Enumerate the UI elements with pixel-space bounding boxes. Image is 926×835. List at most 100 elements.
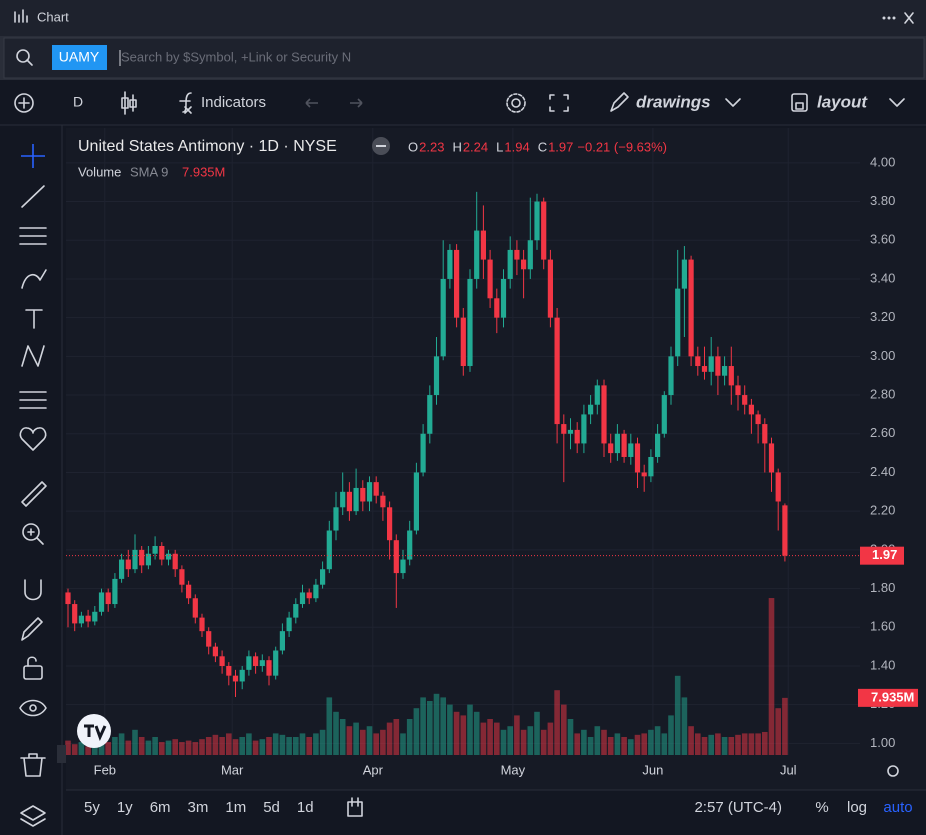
volume-bar	[252, 740, 259, 755]
volume-bar	[71, 744, 78, 755]
candle-body	[85, 615, 91, 622]
candle-body	[407, 530, 413, 560]
range-button[interactable]: 5y	[84, 799, 100, 816]
candle-body	[125, 559, 131, 570]
candle-body	[192, 598, 198, 618]
candle-body	[253, 656, 259, 666]
zoom-tool[interactable]	[22, 523, 40, 541]
volume-bar	[708, 734, 714, 755]
candle-body	[232, 675, 239, 682]
indicators-button[interactable]: Indicators	[201, 94, 266, 111]
layout-button[interactable]: layout	[817, 92, 868, 111]
settings-button[interactable]	[511, 98, 521, 108]
date-range-button[interactable]	[347, 797, 363, 817]
search-icon-handle	[26, 59, 33, 66]
volume-bar	[567, 719, 574, 755]
volume-bar	[701, 737, 708, 755]
candle-body	[621, 433, 627, 457]
range-button[interactable]: 1y	[117, 799, 133, 816]
candle-body	[648, 456, 654, 477]
percent-button[interactable]: %	[815, 799, 828, 816]
candle-body	[313, 584, 319, 599]
ohlc-value: 2.23	[419, 139, 444, 154]
ruler-tool[interactable]	[21, 481, 47, 507]
favorites-tool[interactable]	[19, 427, 47, 451]
add-button[interactable]	[14, 93, 34, 113]
range-button[interactable]: 3m	[188, 799, 209, 816]
brush-tool[interactable]	[21, 269, 47, 289]
candle-body	[98, 592, 105, 612]
volume-bar	[393, 719, 400, 755]
volume-bar	[165, 740, 172, 755]
collapse-handle[interactable]	[57, 745, 66, 763]
volume-title: Volume	[78, 164, 121, 179]
candle-body	[695, 356, 701, 367]
candle-body	[105, 592, 111, 605]
prediction-tool[interactable]	[19, 391, 47, 409]
range-button[interactable]: 1d	[297, 799, 314, 816]
close-button[interactable]	[904, 12, 914, 24]
drawings-icon	[610, 92, 629, 112]
candle-icon[interactable]	[124, 91, 134, 115]
redo-button[interactable]	[350, 98, 363, 108]
range-button[interactable]: 6m	[150, 799, 171, 816]
undo-button[interactable]	[305, 98, 318, 108]
volume-bar	[527, 726, 534, 755]
last-price-tag	[860, 546, 904, 565]
volume-bar	[199, 739, 205, 755]
search-field[interactable]	[3, 37, 925, 79]
candle-body	[387, 507, 393, 541]
candle-body	[641, 472, 647, 477]
line-tool[interactable]	[21, 185, 45, 208]
candle-body	[574, 429, 580, 444]
volume-bar	[480, 722, 487, 755]
volume-bar	[581, 729, 587, 755]
fx-icon	[179, 92, 192, 114]
drawings-button[interactable]: drawings	[636, 92, 711, 111]
volume-bar	[487, 719, 493, 755]
candle-body	[567, 429, 574, 434]
volume-bar	[239, 737, 245, 755]
candle-body	[279, 631, 285, 651]
lock-draw-tool[interactable]	[21, 617, 43, 641]
y-tick-label: 3.80	[870, 193, 895, 208]
volume-bar	[212, 734, 219, 755]
candle-body	[159, 546, 165, 560]
auto-button[interactable]: auto	[883, 799, 912, 816]
range-button[interactable]: 1m	[225, 799, 246, 816]
text-tool[interactable]	[25, 309, 43, 329]
lock-tool[interactable]	[23, 665, 43, 680]
fib-tool[interactable]	[19, 227, 47, 245]
candle-body	[655, 433, 661, 457]
range-button[interactable]: 5d	[263, 799, 280, 816]
symbol-badge[interactable]	[52, 45, 107, 70]
candle-body	[722, 366, 728, 376]
fullscreen-button[interactable]	[549, 94, 569, 112]
candle-body	[78, 615, 84, 624]
delete-tool[interactable]	[20, 753, 46, 777]
ohlc-letter: C	[538, 139, 547, 154]
magnet-tool[interactable]	[24, 579, 42, 601]
candle-body	[581, 414, 587, 444]
axis-settings[interactable]	[887, 765, 899, 777]
crosshair-tool[interactable]	[21, 144, 45, 168]
volume-bar	[286, 737, 292, 755]
pattern-tool[interactable]	[21, 345, 45, 367]
candle-body	[500, 278, 507, 318]
interval[interactable]: D	[73, 94, 83, 110]
log-button[interactable]: log	[847, 799, 867, 816]
visibility-tool[interactable]	[19, 699, 47, 717]
volume-bar	[607, 737, 614, 755]
more-button[interactable]	[882, 16, 896, 20]
y-tick-label: 2.60	[870, 425, 895, 440]
volume-bar	[192, 742, 199, 755]
candle-body	[145, 553, 151, 566]
y-tick-label: 3.20	[870, 309, 895, 324]
x-tick-label: Apr	[363, 762, 384, 777]
candle-body	[299, 592, 306, 605]
volume-bar	[279, 734, 286, 755]
object-tree[interactable]	[20, 805, 46, 827]
volume-bar	[299, 733, 306, 755]
volume-bar	[125, 740, 132, 755]
candle-body	[474, 230, 480, 279]
